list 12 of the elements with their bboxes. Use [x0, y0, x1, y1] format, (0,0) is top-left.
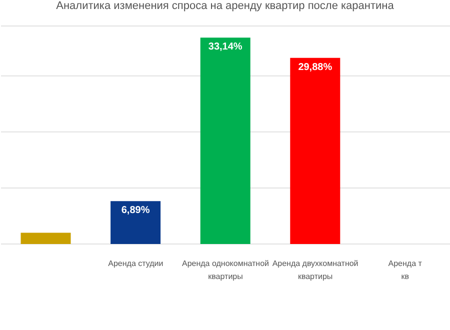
x-tick-label: Аренда т кв	[388, 259, 422, 281]
x-tick-label: Аренда однокомнатной квартиры	[182, 259, 270, 281]
data-label: 33,14%	[208, 42, 242, 53]
data-label: 6,89%	[121, 205, 150, 216]
bar	[200, 38, 250, 244]
bar	[20, 232, 71, 244]
data-label: 29,88%	[298, 62, 332, 73]
x-tick-label: Аренда студии	[108, 259, 164, 268]
bar	[110, 201, 161, 244]
chart-title: Аналитика изменения спроса на аренду квартир после карантина	[55, 0, 395, 12]
x-tick-label: Аренда двухкомнатной квартиры	[272, 259, 358, 281]
bar	[290, 58, 340, 244]
